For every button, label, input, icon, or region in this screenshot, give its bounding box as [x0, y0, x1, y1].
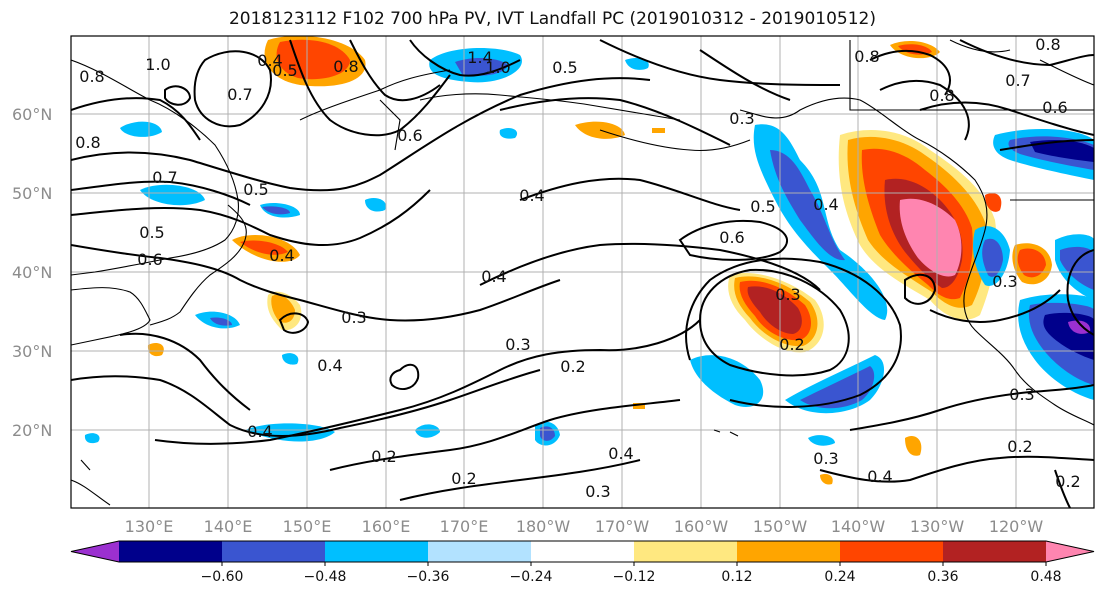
- colorbar-segment: [222, 541, 326, 562]
- contour-label: 0.4: [247, 422, 272, 441]
- colorbar-extend-high: [1046, 541, 1094, 562]
- contour-label: 0.3: [1009, 385, 1034, 404]
- contour-label: 1.0: [145, 55, 170, 74]
- colorbar-tick-label: 0.48: [1030, 569, 1061, 585]
- colorbar-segment: [943, 541, 1047, 562]
- contour-label: 0.8: [1035, 35, 1060, 54]
- pv-contours: [71, 39, 1094, 508]
- contour-label: 0.3: [585, 482, 610, 501]
- colorbar-segment: [428, 541, 532, 562]
- map-title: 2018123112 F102 700 hPa PV, IVT Landfall…: [228, 9, 876, 29]
- lon-label: 140°E: [204, 517, 253, 536]
- lon-label: 180°W: [516, 517, 571, 536]
- contour-label: 0.8: [75, 133, 100, 152]
- contour-label: 0.2: [779, 335, 804, 354]
- contour-label: 0.3: [341, 308, 366, 327]
- colorbar-segment: [119, 541, 223, 562]
- lon-label: 120°W: [989, 517, 1044, 536]
- colorbar: −0.60 −0.48 −0.36 −0.24 −0.12 0.12 0.24 0.36 0.4…: [70, 540, 1095, 585]
- contour-label: 0.6: [1042, 98, 1067, 117]
- lon-label: 170°W: [595, 517, 650, 536]
- lon-label: 140°W: [831, 517, 886, 536]
- contour-label: 0.2: [1007, 437, 1032, 456]
- contour-label: 0.5: [272, 61, 297, 80]
- lat-label: 40°N: [12, 263, 52, 282]
- contour-label: 0.5: [552, 58, 577, 77]
- contour-label: 0.4: [608, 444, 633, 463]
- colorbar-tick-label: −0.24: [510, 569, 553, 585]
- contour-label: 0.3: [813, 449, 838, 468]
- contour-label: 0.6: [719, 228, 744, 247]
- lon-labels: 130°E 140°E 150°E 160°E 170°E 180°W 170°…: [125, 517, 1044, 536]
- contour-label: 1.4: [467, 48, 492, 67]
- contour-label: 0.2: [451, 469, 476, 488]
- contour-label: 0.7: [152, 168, 177, 187]
- lon-label: 150°W: [753, 517, 808, 536]
- colorbar-segment: [325, 541, 429, 562]
- colorbar-segment: [531, 541, 635, 562]
- contour-label: 0.6: [137, 250, 162, 269]
- contour-label: 0.8: [79, 67, 104, 86]
- contour-label: 0.4: [867, 467, 892, 486]
- contour-label: 0.6: [397, 126, 422, 145]
- contour-label: 1.0: [485, 58, 510, 77]
- contour-label: 0.3: [729, 109, 754, 128]
- colorbar-tick-label: −0.36: [407, 569, 450, 585]
- lon-label: 170°E: [440, 517, 489, 536]
- contour-label: 0.2: [371, 447, 396, 466]
- contour-label: 0.7: [1005, 71, 1030, 90]
- contour-label: 0.3: [505, 335, 530, 354]
- contour-label: 0.2: [560, 357, 585, 376]
- lon-label: 130°W: [910, 517, 965, 536]
- contour-label: 0.8: [929, 86, 954, 105]
- colorbar-segment: [840, 541, 944, 562]
- colorbar-tick-label: −0.48: [304, 569, 347, 585]
- colorbar-tick-label: −0.12: [613, 569, 656, 585]
- lat-label: 30°N: [12, 342, 52, 361]
- colorbar-tick-label: −0.60: [201, 569, 244, 585]
- lat-label: 60°N: [12, 105, 52, 124]
- contour-label: 0.8: [854, 47, 879, 66]
- lat-label: 50°N: [12, 184, 52, 203]
- lon-label: 150°E: [283, 517, 332, 536]
- colorbar-extend-low: [71, 541, 119, 562]
- contour-label: 0.4: [269, 246, 294, 265]
- contour-label: 0.3: [775, 285, 800, 304]
- contour-label: 0.5: [243, 180, 268, 199]
- contour-label: 0.7: [227, 85, 252, 104]
- colorbar-segment: [737, 541, 841, 562]
- contour-label: 0.4: [813, 195, 838, 214]
- contour-label: 0.5: [750, 197, 775, 216]
- contour-label: 0.2: [1055, 472, 1080, 491]
- lat-labels: 60°N 50°N 40°N 30°N 20°N: [12, 105, 52, 440]
- contour-label: 0.8: [333, 57, 358, 76]
- contour-labels: 1.00.80.80.40.5 0.80.71.41.0 0.50.60.70.50…: [75, 35, 1080, 501]
- map-frame: [70, 35, 1095, 509]
- colorbar-tick-label: 0.12: [721, 569, 752, 585]
- contour-label: 0.3: [992, 272, 1017, 291]
- colorbar-tick-label: 0.24: [824, 569, 855, 585]
- lat-label: 20°N: [12, 421, 52, 440]
- contour-label: 0.4: [257, 51, 282, 70]
- colorbar-outline: [70, 540, 1095, 563]
- colorbar-tick-label: 0.36: [927, 569, 958, 585]
- contour-label: 0.4: [317, 356, 342, 375]
- colorbar-segment: [634, 541, 738, 562]
- contour-label: 0.5: [139, 223, 164, 242]
- contour-label: 0.4: [519, 186, 544, 205]
- contour-label: 0.4: [481, 267, 506, 286]
- lon-label: 160°E: [362, 517, 411, 536]
- lon-label: 160°W: [674, 517, 729, 536]
- lon-label: 130°E: [125, 517, 174, 536]
